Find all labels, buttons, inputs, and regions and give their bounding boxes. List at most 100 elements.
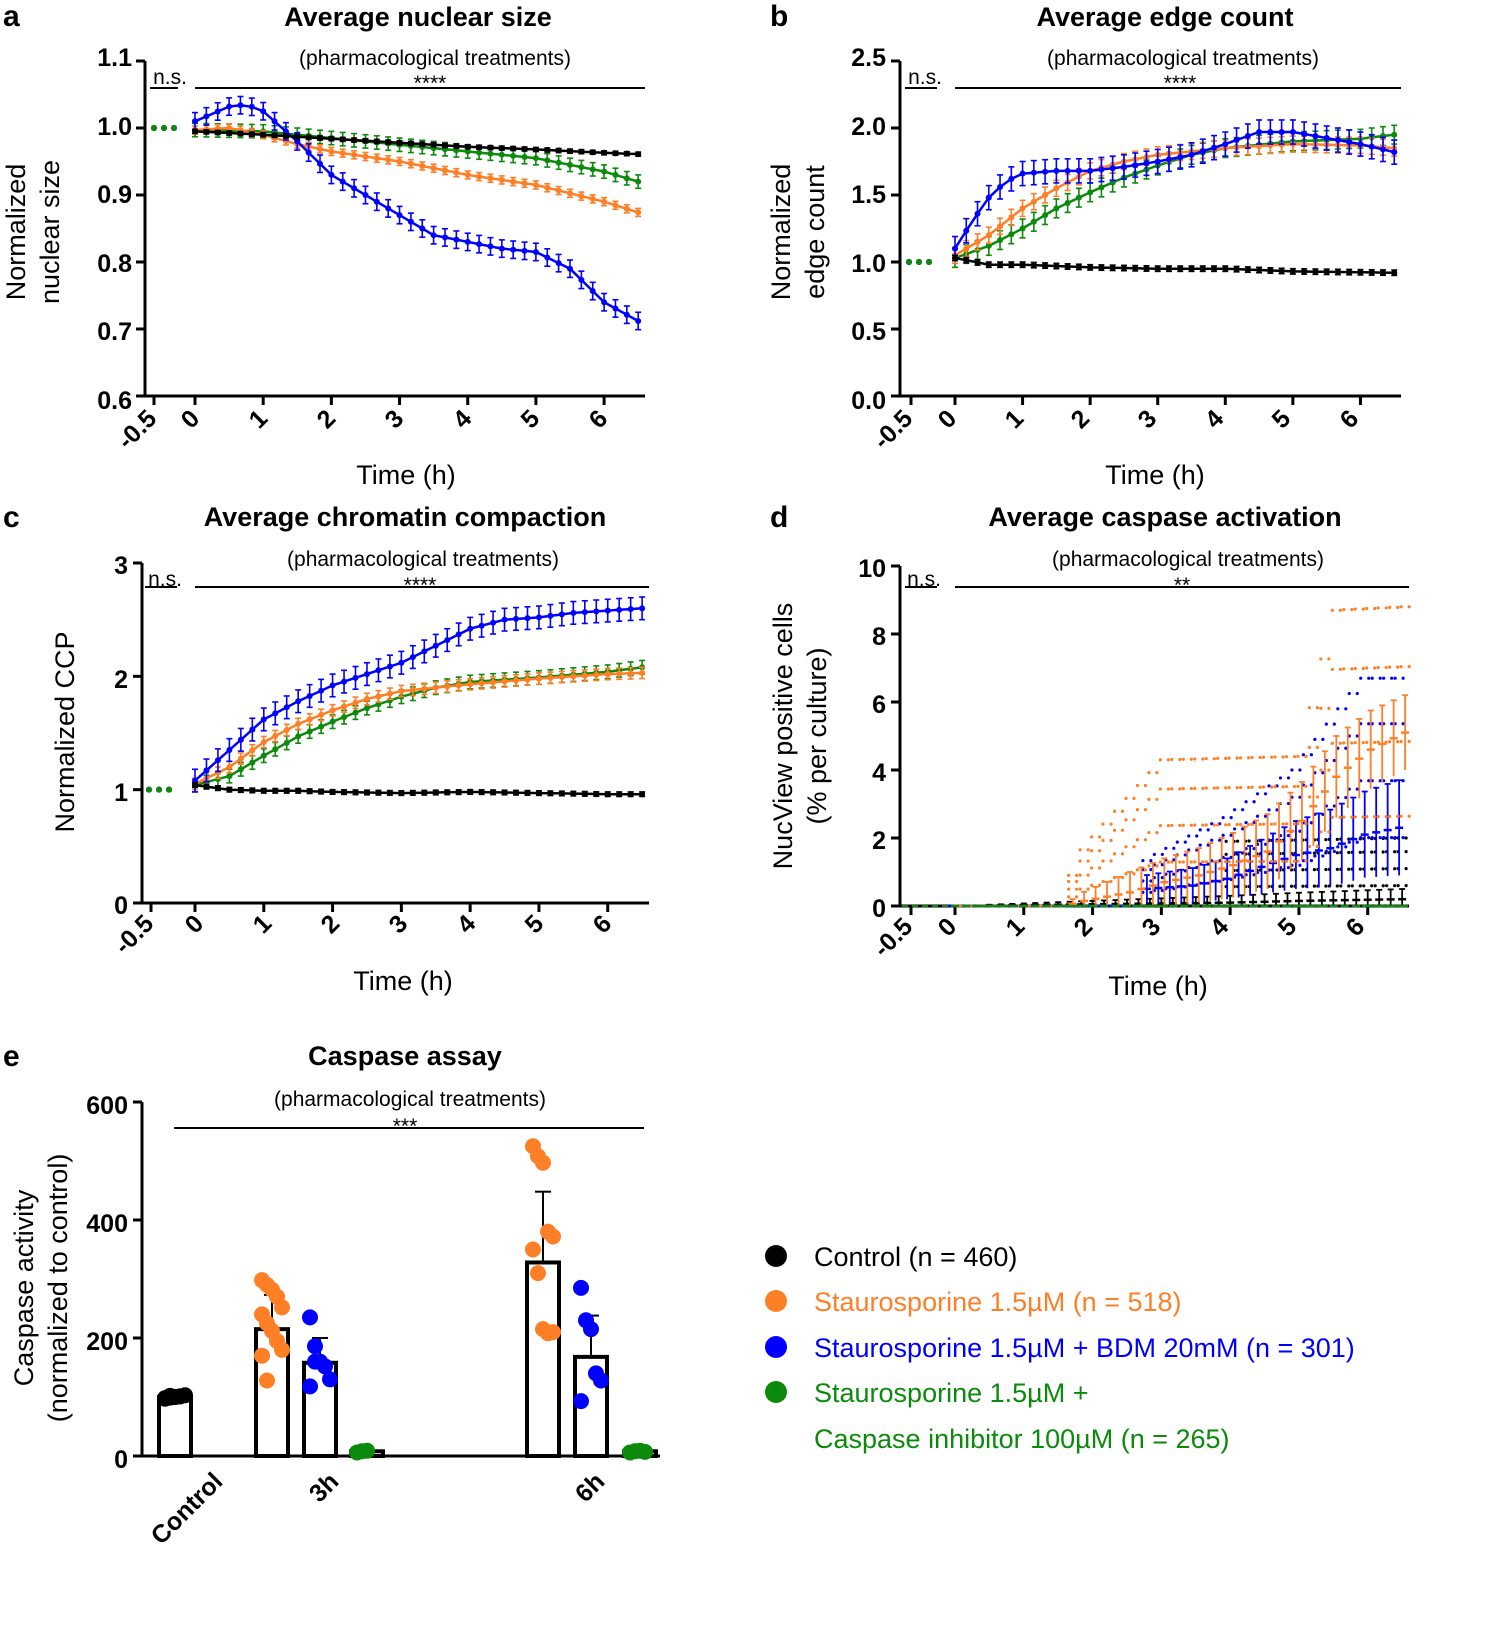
replicate-dot	[1281, 859, 1285, 863]
data-point	[203, 128, 210, 135]
replicate-dot	[1247, 822, 1251, 827]
replicate-dot	[1135, 868, 1140, 872]
replicate-point	[254, 1347, 270, 1364]
replicate-dot	[1183, 869, 1187, 873]
replicate-dot	[1204, 757, 1208, 761]
replicate-point	[637, 1443, 653, 1460]
data-point	[249, 759, 256, 766]
data-point	[498, 145, 505, 152]
ns-label-c: n.s.	[148, 568, 182, 591]
replicate-point	[545, 1324, 561, 1341]
replicate-dot	[1382, 676, 1386, 680]
replicate-dot	[1178, 860, 1182, 864]
replicate-dot	[1381, 867, 1385, 871]
data-point	[362, 137, 369, 144]
chart-title-e: Caspase assay	[308, 1041, 502, 1071]
replicate-dot	[1109, 822, 1113, 826]
replicate-dot	[1307, 745, 1312, 749]
replicate-dot	[1258, 755, 1262, 760]
replicate-dot	[1384, 814, 1388, 819]
replicate-dot	[1124, 818, 1128, 822]
data-point	[407, 140, 414, 147]
replicate-dot	[1376, 665, 1380, 670]
baseline-point	[166, 786, 172, 793]
data-point	[555, 147, 562, 154]
baseline-point	[906, 259, 912, 265]
data-point	[1165, 265, 1172, 272]
data-point	[627, 606, 634, 613]
data-point	[1030, 218, 1037, 225]
y-tick-label: 1.1	[97, 44, 132, 72]
legend-label-control: Control (n = 460)	[814, 1242, 1017, 1272]
x-tick-label: 3	[1137, 912, 1167, 942]
data-point	[1030, 198, 1037, 205]
replicate-dot	[1332, 804, 1336, 808]
data-point	[501, 678, 508, 685]
x-tick-label: 5	[520, 909, 550, 939]
replicate-dot	[1183, 840, 1187, 844]
replicate-dot	[1313, 854, 1317, 858]
sig-label-e: ***	[393, 1115, 418, 1138]
data-point	[352, 674, 359, 681]
data-point	[444, 637, 451, 644]
data-point	[1030, 169, 1037, 176]
replicate-point	[535, 1154, 551, 1171]
data-point	[453, 143, 460, 150]
data-point	[1244, 133, 1251, 140]
replicate-dot	[1309, 859, 1314, 863]
replicate-dot	[1281, 822, 1285, 826]
replicate-dot	[1335, 851, 1339, 855]
data-point	[604, 607, 611, 614]
replicate-dot	[1342, 815, 1346, 819]
data-point	[464, 238, 471, 245]
data-point	[351, 137, 358, 144]
replicate-dot	[1201, 757, 1205, 761]
data-point	[567, 148, 573, 155]
data-point	[476, 173, 483, 180]
data-point	[249, 787, 256, 794]
data-point	[305, 134, 312, 141]
replicate-dot	[1101, 879, 1105, 884]
replicate-dot	[1284, 784, 1289, 789]
data-point	[409, 789, 416, 796]
replicate-dot	[1385, 884, 1389, 888]
data-point	[490, 679, 497, 686]
y-tick-label: 1.0	[97, 113, 132, 141]
replicate-point	[593, 1372, 609, 1389]
data-point	[1109, 264, 1116, 271]
data-point	[589, 149, 596, 156]
replicate-dot	[1286, 865, 1291, 870]
series-line-control	[194, 130, 639, 156]
y-tick-label: 4	[872, 759, 886, 787]
data-point	[249, 747, 256, 754]
data-point	[226, 130, 233, 137]
replicate-dot	[1313, 737, 1317, 742]
replicate-dot	[1201, 786, 1205, 790]
replicate-dot	[1158, 758, 1162, 762]
data-point	[464, 143, 471, 150]
replicate-dot	[1229, 833, 1233, 837]
data-point	[623, 205, 630, 212]
y-axis-label-e-line2: (normalized to control)	[43, 1154, 73, 1423]
replicate-dot	[1267, 784, 1271, 788]
replicate-point	[583, 1321, 599, 1338]
data-point	[578, 164, 585, 171]
replicate-dot	[1301, 868, 1305, 872]
chart-subtitle-b: (pharmacological treatments)	[1047, 47, 1319, 70]
replicate-dot	[1147, 771, 1151, 775]
data-point	[1211, 265, 1218, 272]
series-line-bdm	[194, 103, 639, 323]
replicate-dot	[1309, 821, 1314, 825]
replicate-dot	[1321, 812, 1325, 816]
replicate-dot	[1321, 737, 1325, 742]
data-point	[570, 790, 577, 797]
data-point	[283, 704, 290, 711]
y-axis-label-e-line1: Caspase activity	[9, 1189, 39, 1386]
data-point	[444, 683, 451, 690]
x-tick-label: 0	[933, 404, 963, 434]
replicate-dot	[1227, 786, 1231, 790]
replicate-dot	[1361, 666, 1365, 671]
data-point	[396, 158, 403, 165]
data-point	[521, 180, 528, 187]
replicate-dot	[1120, 875, 1125, 880]
